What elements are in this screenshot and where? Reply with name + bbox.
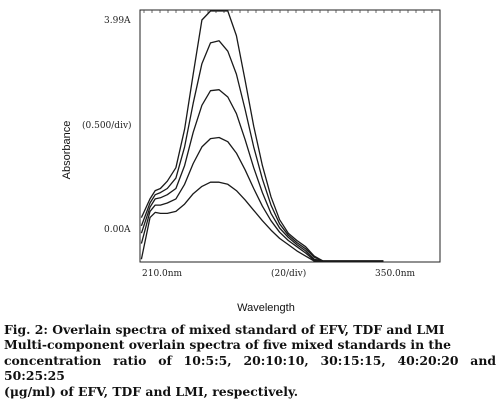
caption-line-4: (μg/ml) of EFV, TDF and LMI, respectivel… — [4, 383, 299, 399]
y-top-label: 3.99A — [104, 16, 131, 26]
spectrum-line-1 — [140, 10, 384, 262]
y-div-label: (0.500/div) — [82, 120, 132, 131]
spectrum-line-2 — [140, 40, 384, 262]
x-div-label: (20/div) — [271, 268, 306, 279]
caption-line-3: concentration ratio of 10:5:5, 20:10:10,… — [4, 352, 496, 384]
caption-line-2: Multi-component overlain spectra of five… — [4, 337, 452, 353]
plot-frame — [139, 9, 441, 263]
figure-caption: Fig. 2: Overlain spectra of mixed standa… — [4, 322, 496, 399]
spectrum-line-4 — [140, 136, 384, 262]
x-end-label: 350.0nm — [375, 269, 416, 279]
x-start-label: 210.0nm — [142, 269, 183, 279]
x-axis-title: Wavelength — [237, 302, 295, 314]
y-zero-label: 0.00A — [104, 225, 131, 235]
spectrum-chart: 3.99A (0.500/div) 0.00A Absorbance 210.0… — [61, 9, 441, 314]
top-axis-ticks — [143, 10, 433, 13]
spectrum-line-3 — [140, 89, 384, 262]
spectrum-curves — [140, 10, 384, 262]
spectrum-line-5 — [140, 181, 384, 262]
spectrum-figure: 3.99A (0.500/div) 0.00A Absorbance 210.0… — [61, 9, 441, 314]
y-axis-title: Absorbance — [61, 121, 73, 180]
caption-line-1: Fig. 2: Overlain spectra of mixed standa… — [4, 322, 445, 337]
